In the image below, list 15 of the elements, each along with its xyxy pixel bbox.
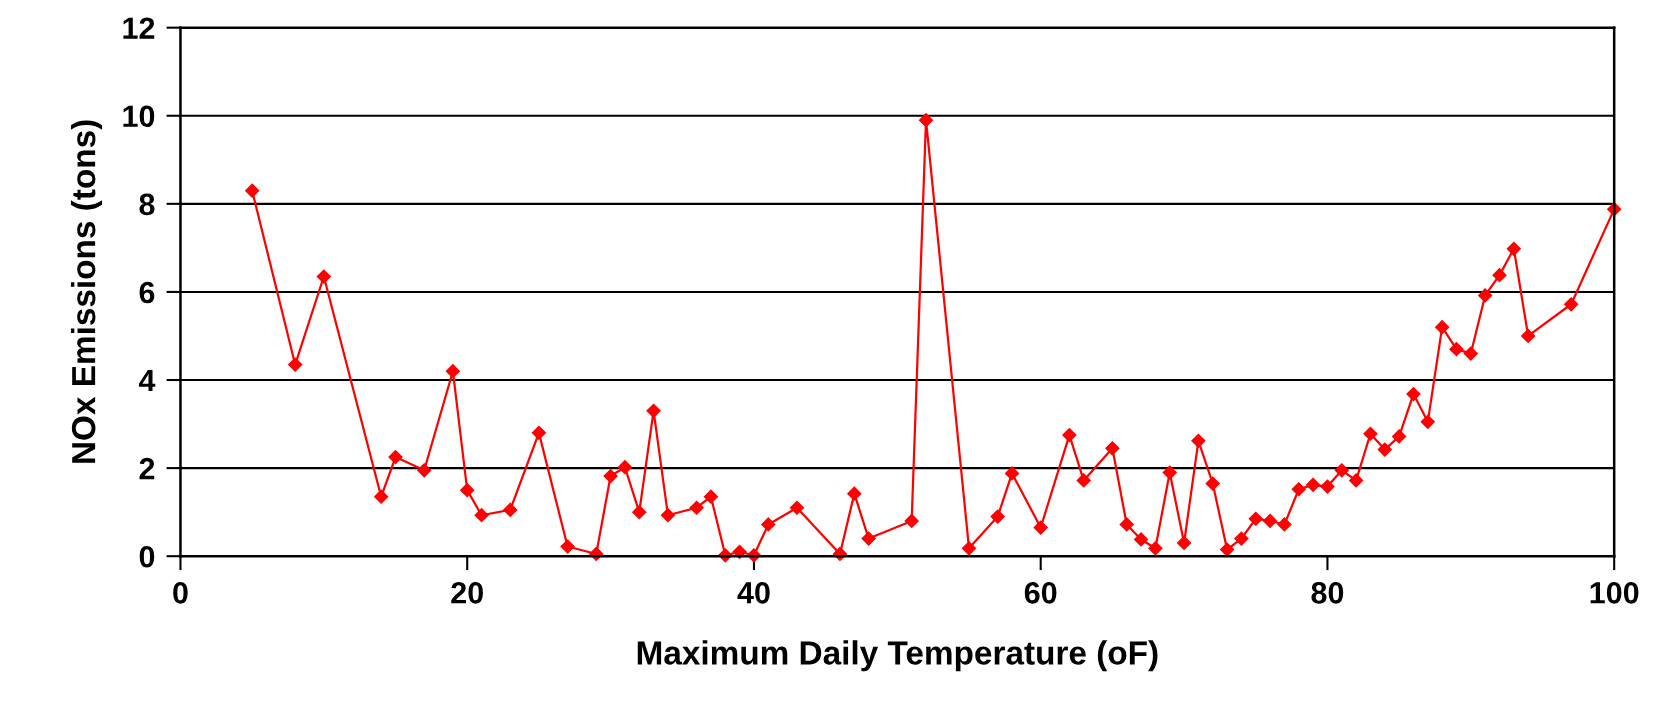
x-tick-label: 80 [1311, 582, 1344, 604]
x-tick-label: 40 [737, 582, 770, 604]
y-tick-label: 0 [139, 545, 155, 568]
y-tick-label: 4 [138, 370, 156, 392]
y-tick-label: 12 [123, 17, 155, 39]
y-tick-label: 2 [139, 457, 155, 480]
y-tick-label: 6 [139, 281, 155, 304]
y-tick-label: 8 [139, 193, 155, 216]
x-tick-label: 0 [173, 582, 188, 604]
x-tick-label: 20 [451, 582, 483, 604]
x-axis-title: Maximum Daily Temperature (oF) [637, 640, 1158, 672]
x-tick-label: 100 [1590, 582, 1639, 604]
y-axis-title: NOx Emissions (tons) [70, 120, 103, 463]
x-tick-label: 60 [1024, 582, 1057, 604]
y-tick-label: 10 [123, 105, 155, 128]
